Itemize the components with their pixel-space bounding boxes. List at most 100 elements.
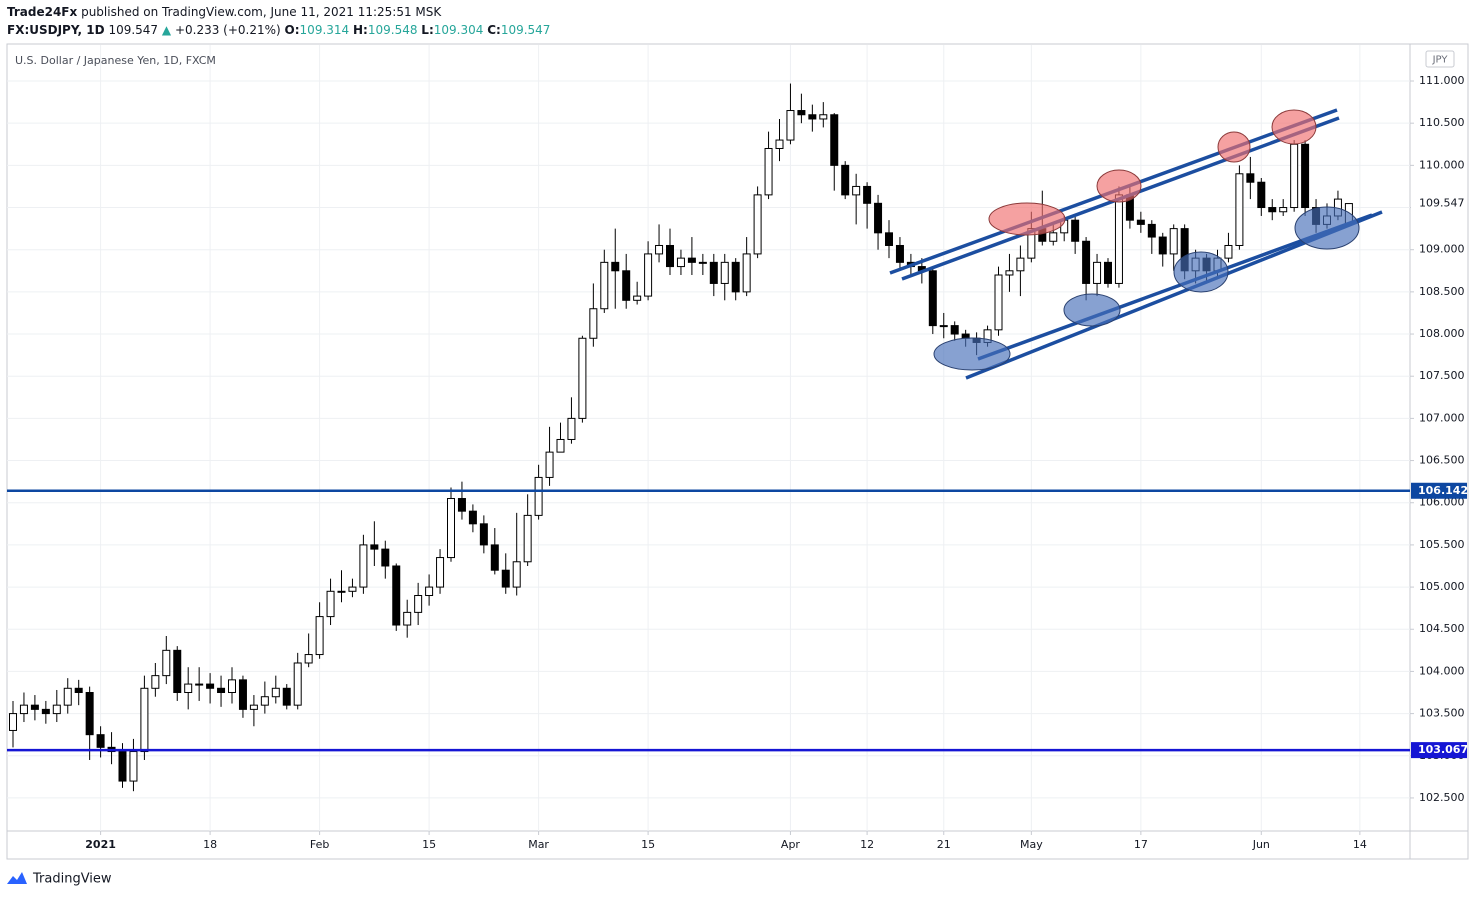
candle-body [885,232,893,246]
candle-body [195,683,204,686]
y-tick-label: 111.000 [1419,74,1465,87]
ohlc-label: H: [353,23,368,37]
candle-body [841,164,850,196]
candle-body [1114,194,1123,284]
candle-body [9,713,17,731]
candle-body [129,751,138,782]
y-tick-label: 107.000 [1419,411,1465,424]
last-price-label: 109.547 [1419,197,1465,210]
x-tick-label: 15 [641,838,655,851]
low-value: 109.304 [434,23,484,37]
candle-body [874,202,883,234]
candle-body [282,687,291,706]
candle-body [633,295,642,301]
last-price-box [1411,195,1467,212]
currency: JPY [1432,55,1449,66]
touch-ellipse [1063,293,1121,327]
x-tick-label: 18 [203,838,217,851]
candle-body [611,261,620,272]
touch-ellipse [1173,251,1229,293]
candle-body [698,261,707,264]
candle-body [742,253,751,293]
candle-body [863,185,872,204]
candle-body [425,586,434,597]
x-tick-label: Feb [310,838,329,851]
candle-body [731,261,740,293]
candle-body [468,510,477,525]
candle-body [260,696,269,706]
overlay: 102.500103.000103.500104.000104.500105.0… [7,74,1468,851]
y-tick-label: 105.000 [1419,580,1465,593]
touch-ellipse [1096,169,1142,203]
candle-body [184,683,193,694]
y-tick-label: 102.500 [1419,791,1465,804]
x-tick-label: 12 [860,838,874,851]
candle-body [217,687,226,694]
candle-body [162,649,171,677]
level-label-box [1411,482,1467,499]
y-tick-label: 107.500 [1419,369,1465,382]
candle-body [381,548,390,567]
candle-body [1136,219,1145,225]
high-value: 109.548 [368,23,418,37]
candle-body [501,569,510,588]
up-arrow: ▲ [162,23,172,37]
x-tick-label: 2021 [85,838,116,851]
y-tick-label: 104.500 [1419,622,1465,635]
candle-body [644,253,653,297]
publish-line: Trade24Fx published on TradingView.com, … [7,5,442,19]
candle-body [1005,270,1014,276]
chart-title: U.S. Dollar / Japanese Yen, 1D, FXCM [15,54,216,67]
brand-logo [7,872,27,884]
x-tick-label: 14 [1353,838,1367,851]
candle-body [447,498,455,559]
candle-body [315,616,324,656]
y-tick-label: 108.500 [1419,285,1465,298]
open-value: 109.314 [300,23,350,37]
candle-body [676,257,685,268]
ohlc-label: O: [285,23,300,37]
candle-body [1169,228,1178,255]
candle-body [457,498,466,512]
x-tick-label: Jun [1252,838,1270,851]
candle-body [403,611,412,626]
candle-body [271,687,280,698]
candle-body [370,544,379,550]
x-tick-label: 15 [422,838,436,851]
symbol: FX:USDJPY, 1D [7,23,105,37]
y-tick-label: 103.500 [1419,707,1465,720]
logo-icon [7,872,27,884]
candles [9,83,1353,792]
candle-body [96,734,105,748]
candle-body [950,325,959,335]
candle-body [720,261,729,284]
candle-body [304,654,313,664]
publisher: Trade24Fx [7,5,78,19]
level-label-box [1411,742,1467,759]
candle-body [1246,173,1255,183]
close-value: 109.547 [501,23,551,37]
candle-body [436,557,445,588]
x-tick-label: 17 [1134,838,1148,851]
candle-body [1224,244,1233,259]
candle-body [293,662,302,706]
candle-body [622,270,631,301]
candle-body [118,751,127,782]
candle-body [30,704,39,710]
candle-body [1268,207,1277,213]
candle-body [589,308,598,339]
touch-ellipse [1294,206,1360,250]
candle-body [567,417,576,440]
candle-body [687,257,696,263]
candle-body [63,687,72,706]
candle-body [238,679,247,710]
candle-body [151,675,160,689]
candle-body [326,590,335,618]
candle-body [1235,173,1244,246]
candle-body [206,683,215,689]
candle-body [392,565,401,626]
y-tick-label: 104.000 [1419,664,1465,677]
drawings [889,108,1383,380]
last-price: 109.547 [108,23,158,37]
y-tick-label: 108.000 [1419,327,1465,340]
